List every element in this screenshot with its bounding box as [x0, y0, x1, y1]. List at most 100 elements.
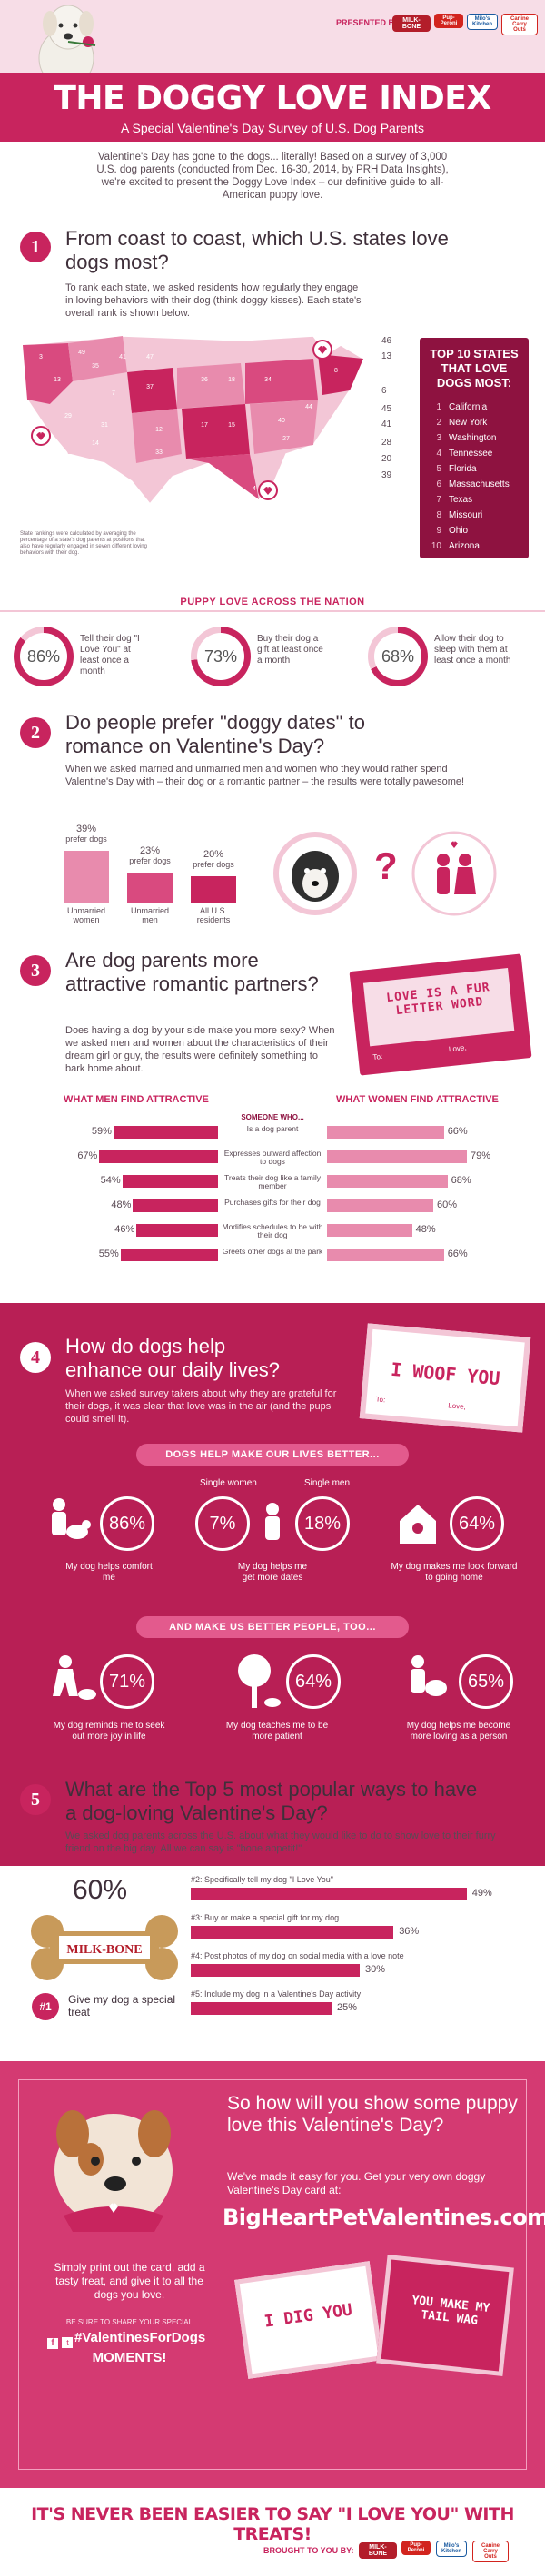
tree-dog-icon: [238, 1654, 281, 1708]
someone-who-header: SOMEONE WHO...: [241, 1113, 304, 1121]
card-tail-wag: YOU MAKE MY TAIL WAG: [376, 2255, 514, 2376]
brand-logo-canine-carry-outs: Canine Carry Outs: [501, 14, 538, 35]
bar-label: Unmarried men: [130, 906, 169, 924]
facebook-icon[interactable]: f: [47, 2338, 58, 2349]
brand-logo-milkbone: MILK-BONE: [392, 15, 431, 32]
attractive-label: Purchases gifts for their dog: [224, 1198, 321, 1207]
top10-rank: 1: [436, 402, 441, 412]
map-label: 47: [146, 354, 154, 360]
top10-rank: 6: [436, 479, 441, 489]
cta-inner-panel: [18, 2079, 527, 2470]
map-label: 41: [119, 354, 126, 360]
women-bar: [327, 1175, 448, 1188]
top-pct: 60%: [73, 1875, 128, 1905]
top5-pct: 25%: [337, 2002, 358, 2013]
people-text: My dog reminds me to seek out more joy i…: [53, 1721, 165, 1742]
single-women-label: Single women: [200, 1478, 257, 1488]
single-men-label: Single men: [304, 1478, 351, 1488]
top10-item: 9 Ohio: [429, 523, 520, 538]
women-pct: 66%: [447, 1249, 468, 1259]
side-number: 45: [382, 404, 392, 414]
people-banner: AND MAKE US BETTER PEOPLE, TOO...: [136, 1616, 409, 1638]
top5-bar: [191, 1888, 467, 1900]
women-bar: [327, 1199, 433, 1212]
women-pct: 60%: [437, 1199, 458, 1210]
print-text: Simply print out the card, add a tasty t…: [54, 2261, 205, 2301]
top10-state: Washington: [449, 433, 497, 443]
share-label: BE SURE TO SHARE YOUR SPECIAL: [65, 2318, 193, 2326]
top10-state: California: [449, 402, 488, 412]
dog-date-bar: [191, 876, 236, 903]
question-mark: ?: [374, 844, 398, 887]
hugging-dog-icon: [411, 1655, 447, 1696]
top10-rank: 4: [436, 449, 441, 459]
women-pct: 68%: [451, 1175, 471, 1186]
pct-circle: 7%: [195, 1496, 250, 1551]
bulldog-photo: [54, 2110, 173, 2232]
side-number: 6: [382, 386, 387, 396]
attractive-chart: 59% 66% Is a dog parent 67% 79% Expresses out…: [0, 1125, 545, 1280]
top10-item: 2 New York: [429, 415, 520, 430]
twitter-icon[interactable]: t: [62, 2337, 74, 2348]
map-label: 4: [253, 486, 256, 492]
attractive-label: Greets other dogs at the park: [222, 1247, 323, 1256]
top5-pct: 30%: [365, 1964, 386, 1975]
section-5-title: What are the Top 5 most popular ways to …: [65, 1778, 478, 1824]
map-label: 27: [282, 436, 290, 442]
map-label: 44: [305, 404, 312, 410]
map-label: 12: [155, 427, 163, 433]
map-label: 18: [228, 377, 235, 383]
cta-url-link[interactable]: BigHeartPetValentines.com: [223, 2205, 545, 2230]
bar-sub: prefer dogs: [129, 855, 171, 865]
section-2-text: When we asked married and unmarried men …: [65, 764, 465, 787]
top5-pct: 36%: [399, 1926, 420, 1937]
brought-by-label: BROUGHT TO YOU BY:: [263, 2546, 354, 2555]
top-rank: #1: [32, 1993, 59, 2020]
map-label: 13: [54, 377, 61, 383]
map-label: 49: [78, 350, 85, 356]
map-label: 29: [64, 413, 72, 419]
woof-card: I WOOF YOU To: Love,: [359, 1323, 531, 1433]
women-bar: [327, 1150, 468, 1163]
footer-brand-pupperoni: Pup-Peroni: [401, 2541, 431, 2555]
person-with-dog-icon: [52, 1498, 91, 1539]
section-3-number: 3: [20, 955, 51, 986]
top10-panel: TOP 10 STATES THAT LOVE DOGS MOST: 1 Cali…: [420, 338, 529, 558]
pct-value: 68%: [374, 633, 421, 680]
women-bar: [327, 1126, 444, 1139]
men-pct: 48%: [111, 1199, 132, 1210]
men-pct: 67%: [77, 1150, 98, 1161]
better-text: My dog makes me look forward to going ho…: [391, 1562, 518, 1583]
better-text: My dog helps comfort me: [65, 1562, 153, 1583]
page-subtitle: A Special Valentine's Day Survey of U.S.…: [121, 121, 424, 135]
top10-item: 1 California: [429, 400, 520, 415]
men-pct: 59%: [91, 1126, 112, 1137]
pct-circle: 71%: [100, 1654, 154, 1709]
better-banner: DOGS HELP MAKE OUR LIVES BETTER...: [136, 1444, 409, 1466]
couple-dog-icon: [265, 1503, 280, 1540]
intro-text: Valentine's Day has gone to the dogs... …: [96, 152, 449, 201]
dog-date-bars: 39% prefer dogs Unmarried women 23% prefer d…: [64, 813, 254, 931]
hashtag[interactable]: #ValentinesForDogs: [74, 2330, 206, 2345]
puppy-love-strip: [0, 610, 545, 612]
footer-brand-milos: Milo's Kitchen: [436, 2541, 467, 2557]
us-state-map: 3 49 13 35 41 47 37 36 18 34 7 29 31 12 …: [22, 335, 364, 506]
men-bar: [133, 1199, 218, 1212]
puppy-love-banner: PUPPY LOVE ACROSS THE NATION: [180, 597, 365, 607]
bar-pct: 39%: [75, 823, 97, 834]
couple-illustration-circle: [411, 831, 497, 916]
map-label: 8: [334, 368, 338, 374]
women-pct: 79%: [471, 1150, 491, 1161]
top5-chart: #2: Specifically tell my dog "I Love You…: [191, 1875, 527, 2038]
top10-item: 5 Florida: [429, 461, 520, 477]
footer-tagline: IT'S NEVER BEEN EASIER TO SAY "I LOVE YO…: [31, 2504, 514, 2544]
side-number: 39: [382, 470, 392, 480]
top10-title: TOP 10 STATES THAT LOVE DOGS MOST:: [430, 347, 519, 390]
people-text: My dog teaches me to be more patient: [225, 1721, 329, 1742]
dog-date-bar: [64, 850, 109, 903]
top10-state: New York: [449, 418, 488, 428]
people-text: My dog helps me become more loving as a …: [406, 1721, 511, 1742]
pct-circle: 86%: [100, 1496, 154, 1551]
bar-sub: prefer dogs: [65, 834, 107, 844]
side-number: 46: [382, 336, 392, 346]
